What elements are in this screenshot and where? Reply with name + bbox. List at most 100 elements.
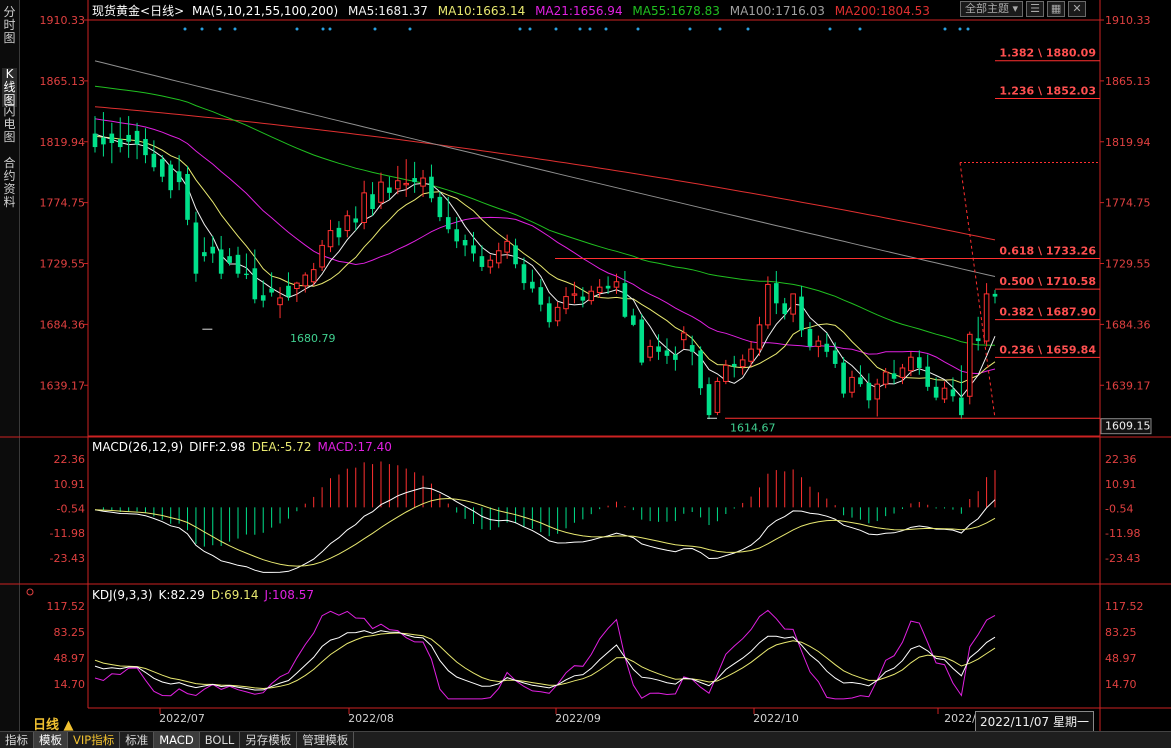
candle-body[interactable] (176, 171, 182, 183)
candle-body[interactable] (420, 177, 426, 187)
candle-body[interactable] (680, 332, 687, 341)
list-icon[interactable]: ☰ (1026, 1, 1045, 17)
event-dot[interactable] (858, 27, 862, 31)
candle-body[interactable] (807, 328, 813, 347)
candle-body[interactable] (714, 380, 721, 413)
event-dot[interactable] (828, 27, 832, 31)
event-dot[interactable] (200, 27, 204, 31)
candle-body[interactable] (210, 246, 216, 254)
event-dot[interactable] (233, 27, 237, 31)
candle-body[interactable] (344, 215, 351, 232)
event-dot[interactable] (958, 27, 962, 31)
candle-body[interactable] (235, 254, 241, 274)
tab-intraday[interactable]: 分时图 (3, 5, 16, 45)
candle-body[interactable] (168, 164, 174, 191)
candle-body[interactable] (790, 293, 796, 315)
candle-body[interactable] (218, 249, 224, 274)
candle-body[interactable] (302, 274, 309, 287)
event-dot[interactable] (518, 27, 522, 31)
event-dot[interactable] (554, 27, 558, 31)
candle-body[interactable] (134, 130, 140, 145)
candle-body[interactable] (286, 285, 291, 297)
candle-body[interactable] (588, 290, 595, 302)
candle-body[interactable] (353, 218, 359, 223)
chart-canvas[interactable]: 1910.33 1910.33 1865.13 1865.13 1819.94 1819.… (0, 0, 1171, 731)
candle-body[interactable] (277, 297, 283, 306)
candle-body[interactable] (185, 174, 190, 220)
candle-body[interactable] (580, 296, 586, 301)
candle-body[interactable] (117, 138, 123, 148)
event-dot[interactable] (718, 27, 722, 31)
candle-body[interactable] (327, 230, 334, 248)
candle-body[interactable] (756, 324, 763, 350)
candle-body[interactable] (151, 153, 157, 168)
event-dot[interactable] (218, 27, 222, 31)
topic-select[interactable]: 全部主题 ▾ (960, 1, 1024, 17)
panel-settings-icon[interactable] (26, 588, 34, 596)
tab-template[interactable]: 模板 (34, 732, 68, 748)
candle-body[interactable] (656, 346, 661, 352)
candle-body[interactable] (310, 269, 317, 283)
candle-body[interactable] (824, 343, 830, 352)
event-dot[interactable] (688, 27, 692, 31)
candle-body[interactable] (698, 350, 703, 389)
tab-indicators[interactable]: 指标 (0, 732, 34, 748)
candle-body[interactable] (487, 259, 494, 268)
candle-body[interactable] (530, 281, 535, 289)
candle-body[interactable] (361, 192, 367, 223)
candle-body[interactable] (319, 244, 325, 268)
tab-standard[interactable]: 标准 (120, 732, 155, 748)
candle-body[interactable] (748, 348, 754, 362)
candle-body[interactable] (521, 264, 527, 284)
candle-body[interactable] (799, 296, 804, 331)
period-selector[interactable]: 日线 ▲ (33, 718, 74, 733)
candle-body[interactable] (471, 245, 476, 254)
candle-body[interactable] (92, 133, 98, 148)
candle-body[interactable] (378, 181, 384, 203)
candle-body[interactable] (546, 303, 552, 323)
candle-body[interactable] (260, 295, 266, 301)
candle-body[interactable] (227, 256, 232, 263)
candle-body[interactable] (950, 389, 956, 397)
candle-body[interactable] (765, 283, 771, 326)
event-dot[interactable] (943, 27, 947, 31)
tab-contract-info[interactable]: 合约资料 (3, 156, 16, 209)
candle-body[interactable] (631, 315, 636, 325)
candle-body[interactable] (269, 288, 274, 293)
candle-body[interactable] (782, 303, 788, 315)
tab-macd[interactable]: MACD (154, 732, 200, 748)
candle-body[interactable] (479, 256, 485, 267)
candle-body[interactable] (454, 229, 459, 242)
candle-body[interactable] (874, 383, 881, 400)
candle-body[interactable] (941, 387, 948, 400)
event-dot[interactable] (746, 27, 750, 31)
candle-body[interactable] (933, 386, 939, 398)
candle-body[interactable] (395, 180, 401, 190)
candle-body[interactable] (244, 273, 249, 276)
candle-body[interactable] (437, 196, 443, 218)
event-dot[interactable] (373, 27, 377, 31)
candle-body[interactable] (739, 359, 746, 368)
candle-body[interactable] (538, 287, 544, 305)
candle-body[interactable] (841, 362, 846, 394)
candle-body[interactable] (495, 250, 502, 264)
candle-body[interactable] (126, 134, 131, 142)
candle-body[interactable] (109, 133, 115, 144)
candle-body[interactable] (899, 367, 906, 378)
candle-body[interactable] (571, 293, 578, 296)
candle-body[interactable] (412, 178, 417, 183)
candle-body[interactable] (983, 293, 990, 342)
candle-body[interactable] (706, 384, 712, 416)
event-dot[interactable] (528, 27, 532, 31)
candle-body[interactable] (613, 281, 620, 288)
candle-body[interactable] (731, 363, 737, 367)
candle-body[interactable] (605, 285, 611, 289)
candle-body[interactable] (689, 345, 695, 352)
candle-body[interactable] (866, 382, 872, 401)
candle-body[interactable] (336, 227, 342, 238)
event-dot[interactable] (183, 27, 187, 31)
candle-body[interactable] (403, 182, 410, 186)
candle-body[interactable] (445, 217, 451, 230)
candle-body[interactable] (925, 366, 931, 387)
candle-body[interactable] (387, 187, 392, 193)
